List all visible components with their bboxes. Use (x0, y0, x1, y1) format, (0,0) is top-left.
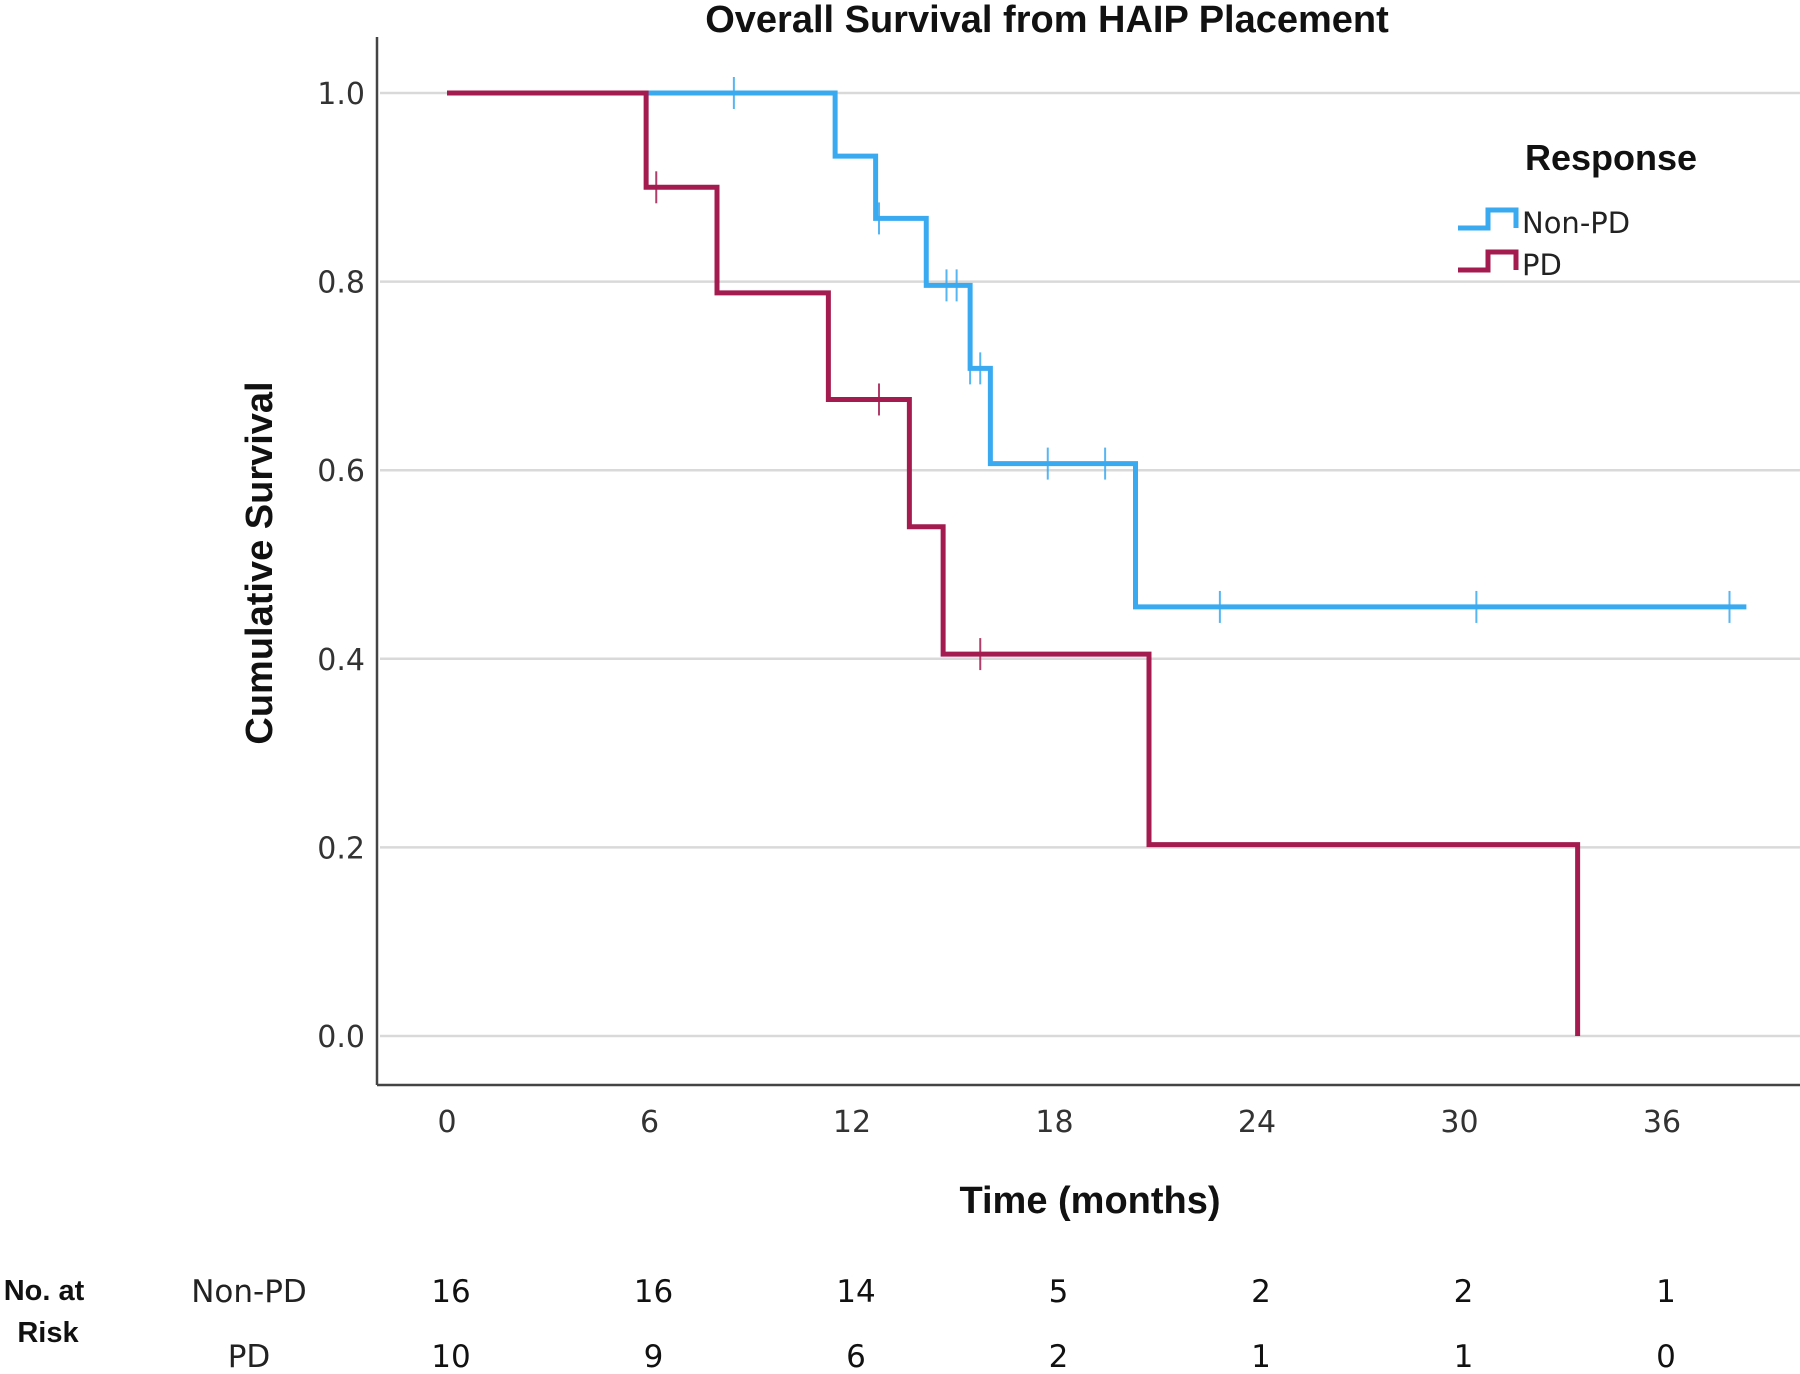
risk-count-non-pd-t0: 16 (431, 1274, 470, 1310)
y-tick-0.6: 0.6 (317, 454, 365, 489)
legend-swatch-pd (1458, 249, 1519, 273)
axes (375, 37, 1800, 1087)
y-tick-0.4: 0.4 (317, 643, 365, 678)
chart-title: Overall Survival from HAIP Placement (705, 0, 1389, 41)
curve-non-pd (447, 90, 1747, 610)
risk-row-label-non-pd: Non-PD (191, 1274, 307, 1310)
risk-count-pd-t12: 6 (846, 1339, 866, 1374)
legend: Response Non-PD PD (1458, 137, 1697, 282)
survival-curves (447, 77, 1747, 1036)
y-tick-0.2: 0.2 (317, 831, 365, 866)
risk-count-pd-t6: 9 (644, 1339, 664, 1374)
risk-count-pd-t18: 2 (1049, 1339, 1069, 1374)
curve-pd (447, 90, 1581, 1036)
y-tick-labels: 0.0 0.2 0.4 0.6 0.8 1.0 (317, 77, 365, 1055)
legend-title: Response (1525, 137, 1697, 178)
x-tick-18: 18 (1035, 1105, 1073, 1140)
risk-count-pd-t36: 0 (1656, 1339, 1676, 1374)
x-tick-12: 12 (833, 1105, 871, 1140)
x-tick-36: 36 (1643, 1105, 1681, 1140)
risk-table: No. at Risk Non-PD PD 16 16 14 5 2 2 110 9 6 2 1 1 0 (4, 1274, 1676, 1374)
x-tick-0: 0 (437, 1105, 456, 1140)
risk-table-header: No. at Risk (4, 1275, 93, 1349)
x-tick-30: 30 (1440, 1105, 1478, 1140)
legend-label-non-pd: Non-PD (1522, 206, 1630, 240)
x-axis-title: Time (months) (959, 1180, 1220, 1222)
y-axis-title: Cumulative Survival (239, 381, 281, 744)
risk-count-pd-t24: 1 (1251, 1339, 1271, 1374)
risk-count-non-pd-t6: 16 (634, 1274, 673, 1310)
risk-count-pd-t30: 1 (1454, 1339, 1474, 1374)
risk-row-label-pd: PD (228, 1339, 271, 1374)
y-tick-0.8: 0.8 (317, 266, 365, 301)
y-tick-0.0: 0.0 (317, 1020, 365, 1055)
x-tick-labels: 0 6 12 18 24 30 36 (437, 1105, 1681, 1140)
risk-count-non-pd-t24: 2 (1251, 1274, 1271, 1310)
risk-count-non-pd-t36: 1 (1656, 1274, 1676, 1310)
risk-counts: 16 16 14 5 2 2 110 9 6 2 1 1 0 (431, 1274, 1676, 1374)
risk-count-non-pd-t18: 5 (1049, 1274, 1069, 1310)
risk-count-pd-t0: 10 (431, 1339, 470, 1374)
legend-label-pd: PD (1522, 248, 1562, 282)
legend-swatch-non-pd (1458, 207, 1519, 231)
risk-count-non-pd-t30: 2 (1454, 1274, 1474, 1310)
x-tick-6: 6 (640, 1105, 659, 1140)
x-tick-24: 24 (1238, 1105, 1276, 1140)
y-tick-1.0: 1.0 (317, 77, 365, 112)
risk-count-non-pd-t12: 14 (836, 1274, 875, 1310)
